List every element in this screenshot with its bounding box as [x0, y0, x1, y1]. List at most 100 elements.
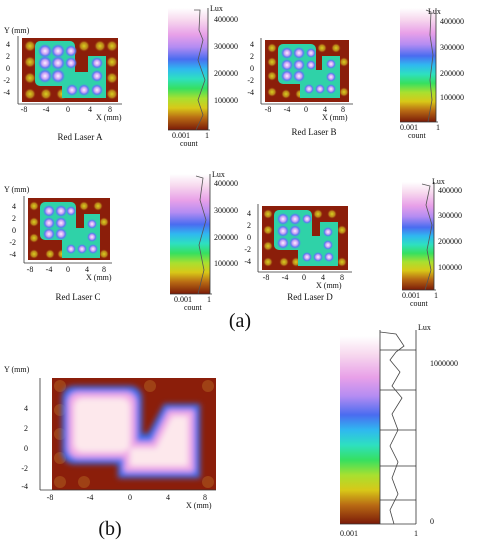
x-tick-combined-0: -8	[47, 493, 54, 502]
caption-red-laser-a: Red Laser A	[58, 132, 103, 142]
figure-label-a: (a)	[229, 310, 251, 332]
y-tick-b-4: -4	[247, 88, 254, 97]
panel-red-laser-d: 4 2 0 -2 -4 -8 -4 0 4 8 X (mm) Red Laser…	[244, 204, 352, 302]
colorbar-count-label-a: count	[180, 139, 199, 148]
colorbar-a: Lux 400000 300000 200000 100000 0.001 1 …	[168, 4, 238, 148]
panel-red-laser-a: Y (mm) 4 2 0 -2 -4 -8 -4 0 4 8 X (mm) Re…	[3, 26, 122, 142]
colorbar-unit-d: Lux	[432, 177, 445, 186]
x-tick-combined-2: 0	[128, 493, 132, 502]
colorbar-tick-c-2: 200000	[214, 233, 238, 242]
colorbar-tick-a-3: 100000	[214, 96, 238, 105]
x-tick-c-0: -8	[27, 265, 34, 274]
x-tick-combined-4: 8	[203, 493, 207, 502]
colorbar-tick-d-1: 300000	[438, 211, 462, 220]
colorbar-tick-c-1: 300000	[214, 206, 238, 215]
colorbar-d: Lux 400000 300000 200000 100000 0.001 1 …	[402, 177, 462, 308]
y-tick-combined-1: 2	[24, 424, 28, 433]
y-tick-a-0: 4	[6, 40, 10, 49]
x-tick-a-4: 8	[108, 105, 112, 114]
colorbar-tick-d-0: 400000	[438, 186, 462, 195]
x-axis-title-c: X (mm)	[86, 273, 112, 282]
x-axis-title-d: X (mm)	[316, 281, 342, 290]
x-tick-c-1: -4	[46, 265, 53, 274]
y-tick-combined-4: -4	[21, 482, 28, 491]
x-tick-c-2: 0	[66, 265, 70, 274]
colorbar-count-label-c: count	[184, 303, 203, 312]
colorbar-combined: Lux 1000000 0 0.001 1	[340, 323, 458, 538]
y-tick-a-1: 2	[6, 52, 10, 61]
colorbar-count-tick-d-1: 1	[434, 291, 438, 300]
colorbar-tick-a-0: 400000	[214, 15, 238, 24]
axes-combined	[39, 378, 216, 491]
y-tick-c-0: 4	[12, 202, 16, 211]
caption-red-laser-d: Red Laser D	[287, 292, 333, 302]
panel-red-laser-b: 4 2 0 -2 -4 -8 -4 0 4 8 X (mm) Red Laser…	[247, 38, 353, 137]
axes-b	[260, 38, 353, 105]
y-tick-c-4: -4	[9, 250, 16, 259]
heatmap-b	[265, 40, 349, 102]
y-tick-combined-3: -2	[21, 464, 28, 473]
y-tick-b-1: 2	[250, 52, 254, 61]
x-tick-combined-3: 4	[166, 493, 170, 502]
y-axis-title-a: Y (mm)	[4, 26, 30, 35]
y-tick-c-1: 2	[12, 214, 16, 223]
x-tick-c-4: 8	[102, 265, 106, 274]
caption-red-laser-b: Red Laser B	[292, 127, 337, 137]
colorbar-count-label-b: count	[408, 131, 427, 140]
colorbar-count-label-d: count	[410, 299, 429, 308]
colorbar-tick-b-1: 300000	[440, 43, 464, 52]
axes-d	[257, 204, 352, 273]
x-tick-d-3: 4	[321, 273, 325, 282]
colorbar-count-tick-d-0: 0.001	[402, 291, 420, 300]
y-axis-title-combined: Y (mm)	[4, 365, 30, 374]
colorbar-tick-b-3: 100000	[440, 93, 464, 102]
figure-label-b: (b)	[98, 518, 121, 540]
colorbar-tick-b-2: 200000	[440, 69, 464, 78]
y-tick-a-4: -4	[3, 88, 10, 97]
y-tick-d-3: -2	[244, 245, 251, 254]
y-tick-combined-0: 4	[24, 404, 28, 413]
panel-combined: Y (mm) 4 2 0 -2 -4 -8 -4 0 4 8 X (mm)	[4, 365, 216, 510]
x-tick-b-2: 0	[304, 105, 308, 114]
heatmap-a	[22, 38, 118, 102]
colorbar-tick-b-0: 400000	[440, 17, 464, 26]
colorbar-tick-c-3: 100000	[214, 259, 238, 268]
x-axis-title-b: X (mm)	[322, 113, 348, 122]
colorbar-unit-b: Lux	[428, 7, 441, 16]
y-tick-c-3: -2	[9, 238, 16, 247]
x-tick-d-1: -4	[282, 273, 289, 282]
y-tick-b-0: 4	[250, 40, 254, 49]
colorbar-tick-c-0: 400000	[214, 179, 238, 188]
y-tick-d-0: 4	[247, 209, 251, 218]
colorbar-count-tick-a-1: 1	[205, 131, 209, 140]
x-tick-a-2: 0	[66, 105, 70, 114]
colorbar-unit-combined: Lux	[418, 323, 431, 332]
y-tick-d-1: 2	[247, 221, 251, 230]
x-tick-c-3: 4	[85, 265, 89, 274]
y-tick-b-3: -2	[247, 76, 254, 85]
colorbar-tick-d-2: 200000	[438, 237, 462, 246]
x-tick-combined-1: -4	[87, 493, 94, 502]
colorbar-count-tick-a-0: 0.001	[172, 131, 190, 140]
colorbar-count-tick-combined-1: 1	[414, 529, 418, 538]
colorbar-count-tick-combined-0: 0.001	[340, 529, 358, 538]
x-tick-d-2: 0	[302, 273, 306, 282]
y-tick-combined-2: 0	[24, 444, 28, 453]
y-tick-a-3: -2	[3, 76, 10, 85]
x-axis-title-a: X (mm)	[96, 113, 122, 122]
x-tick-d-4: 8	[340, 273, 344, 282]
y-tick-c-2: 0	[12, 226, 16, 235]
y-tick-b-2: 0	[250, 64, 254, 73]
x-tick-b-3: 4	[323, 105, 327, 114]
colorbar-b: Lux 400000 300000 200000 100000 0.001 1 …	[400, 7, 464, 140]
y-tick-d-4: -4	[244, 257, 251, 266]
y-tick-d-2: 0	[247, 233, 251, 242]
colorbar-count-tick-c-1: 1	[207, 295, 211, 304]
colorbar-c: Lux 400000 300000 200000 100000 0.001 1 …	[170, 170, 238, 312]
colorbar-count-tick-b-1: 1	[436, 123, 440, 132]
x-tick-b-0: -8	[265, 105, 272, 114]
colorbar-count-tick-b-0: 0.001	[400, 123, 418, 132]
x-tick-a-0: -8	[21, 105, 28, 114]
heatmap-d	[262, 206, 348, 270]
x-axis-title-combined: X (mm)	[186, 501, 212, 510]
